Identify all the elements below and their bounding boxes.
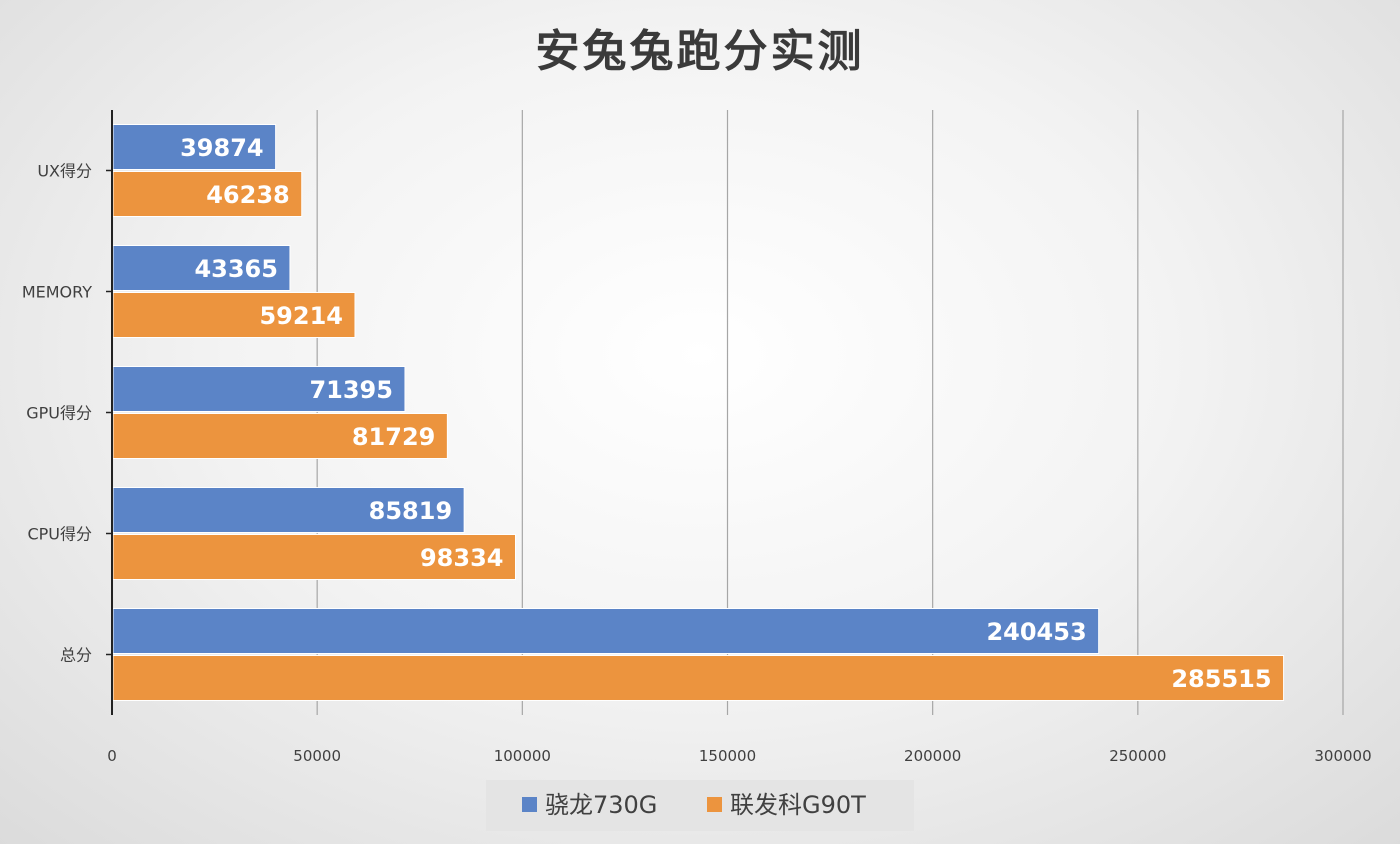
- bar-2: [112, 534, 516, 580]
- data-label: 39874: [180, 134, 264, 162]
- category-label: GPU得分: [26, 404, 92, 423]
- legend-swatch-series-1: [522, 797, 537, 812]
- data-label: 285515: [1171, 665, 1271, 693]
- bar-1: [112, 487, 465, 533]
- data-label: 43365: [194, 255, 278, 283]
- category-label: MEMORY: [22, 283, 92, 302]
- data-label: 59214: [259, 302, 343, 330]
- bars: 39874 46238 43365 59214 71395 81729 85819 98334…: [112, 124, 1285, 701]
- x-tick-label: 200000: [904, 747, 961, 765]
- axes: 0 50000 100000 150000 200000 250000 300000 UX得分…: [22, 110, 1372, 765]
- legend-label-series-1: 骁龙730G: [545, 791, 657, 819]
- legend: 骁龙730G 联发科G90T: [486, 780, 914, 831]
- bar-1: [112, 124, 277, 170]
- bar-1: [112, 608, 1100, 654]
- x-tick-label: 150000: [699, 747, 756, 765]
- category-label: UX得分: [37, 162, 92, 181]
- data-label: 81729: [352, 423, 436, 451]
- legend-box: [486, 780, 914, 831]
- legend-swatch-series-2: [707, 797, 722, 812]
- data-label: 71395: [309, 376, 393, 404]
- data-label: 240453: [986, 618, 1086, 646]
- data-label: 46238: [206, 181, 290, 209]
- x-tick-label: 50000: [293, 747, 341, 765]
- bar-2: [112, 413, 448, 459]
- chart-title: 安兔兔跑分实测: [536, 26, 865, 77]
- bar-2: [112, 292, 356, 338]
- bar-2: [112, 655, 1285, 701]
- x-tick-label: 300000: [1314, 747, 1371, 765]
- category-label: 总分: [60, 646, 92, 665]
- x-tick-label: 250000: [1109, 747, 1166, 765]
- legend-label-series-2: 联发科G90T: [730, 791, 866, 819]
- data-label: 85819: [369, 497, 453, 525]
- x-tick-label: 0: [107, 747, 117, 765]
- bar-1: [112, 245, 291, 291]
- category-label: CPU得分: [27, 525, 92, 544]
- data-label: 98334: [420, 544, 504, 572]
- bar-1: [112, 366, 406, 412]
- x-tick-label: 100000: [494, 747, 551, 765]
